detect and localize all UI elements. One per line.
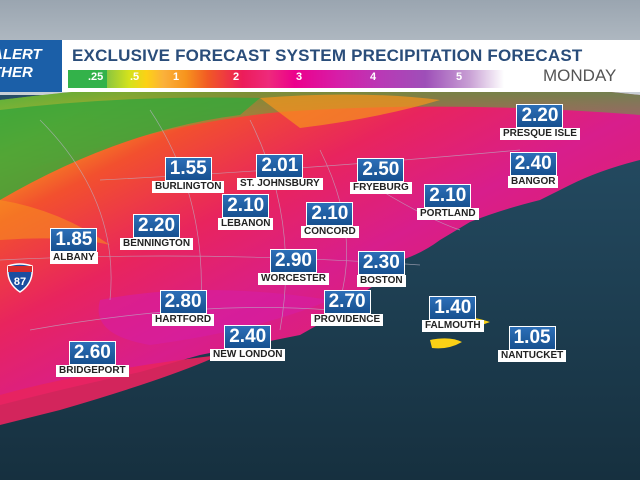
location-label: 2.70 PROVIDENCE: [311, 290, 384, 326]
location-label: 2.40 NEW LONDON: [210, 325, 286, 361]
precip-value: 2.01: [256, 154, 304, 178]
city-name: CONCORD: [301, 226, 359, 238]
legend-tick: .25: [88, 71, 104, 83]
forecast-day: MONDAY: [543, 66, 617, 85]
precip-value: 2.40: [224, 325, 272, 349]
location-label: 2.60 BRIDGEPORT: [56, 341, 129, 377]
precip-value: 1.55: [164, 157, 212, 181]
location-label: 1.40 FALMOUTH: [422, 296, 484, 332]
precip-value: 2.80: [159, 290, 207, 314]
location-label: 2.50 FRYEBURG: [350, 158, 412, 194]
location-label: 2.40 BANGOR: [508, 152, 559, 188]
precip-value: 2.10: [222, 194, 270, 218]
precip-value: 2.30: [357, 251, 405, 275]
legend-tick: 2: [233, 71, 240, 83]
location-label: 1.55 BURLINGTON: [152, 157, 225, 193]
legend-tick: .5: [130, 71, 140, 83]
logo-line1: ALERT: [0, 46, 42, 63]
city-name: WORCESTER: [258, 273, 329, 285]
legend-tick: 1: [173, 71, 180, 83]
legend-tick: 4: [370, 71, 377, 83]
city-name: NANTUCKET: [498, 350, 567, 362]
legend-tick: 5: [456, 71, 463, 83]
precip-value: 1.05: [508, 326, 556, 350]
city-name: NEW LONDON: [210, 349, 286, 361]
city-name: HARTFORD: [152, 314, 215, 326]
precip-value: 2.20: [516, 104, 564, 128]
precip-value: 2.70: [323, 290, 371, 314]
city-name: ALBANY: [50, 252, 98, 264]
city-name: FALMOUTH: [422, 320, 484, 332]
city-name: BANGOR: [508, 176, 559, 188]
location-label: 1.85 ALBANY: [50, 228, 98, 264]
precipitation-legend: [68, 70, 504, 88]
precip-value: 2.40: [509, 152, 557, 176]
precip-value: 1.85: [50, 228, 98, 252]
city-name: ST. JOHNSBURY: [237, 178, 323, 190]
location-label: 2.80 HARTFORD: [152, 290, 215, 326]
location-label: 2.01 ST. JOHNSBURY: [237, 154, 323, 190]
location-label: 1.05 NANTUCKET: [498, 326, 567, 362]
location-label: 2.30 BOSTON: [357, 251, 406, 287]
location-label: 2.10 PORTLAND: [417, 184, 479, 220]
interstate-shield-icon: 87: [7, 263, 33, 293]
precip-value: 1.40: [429, 296, 477, 320]
city-name: BRIDGEPORT: [56, 365, 129, 377]
shield-number: 87: [14, 276, 26, 288]
city-name: PROVIDENCE: [311, 314, 384, 326]
city-name: BOSTON: [357, 275, 406, 287]
location-label: 2.10 CONCORD: [301, 202, 359, 238]
city-name: BENNINGTON: [120, 238, 194, 250]
precip-value: 2.10: [306, 202, 354, 226]
city-name: LEBANON: [218, 218, 274, 230]
page-title: EXCLUSIVE FORECAST SYSTEM PRECIPITATION …: [72, 46, 583, 65]
city-name: FRYEBURG: [350, 182, 412, 194]
precip-value: 2.10: [424, 184, 472, 208]
precip-value: 2.60: [68, 341, 116, 365]
precip-value: 2.90: [270, 249, 317, 273]
city-name: PRESQUE ISLE: [500, 128, 580, 140]
precip-value: 2.50: [357, 158, 405, 182]
location-label: 2.20 PRESQUE ISLE: [500, 104, 580, 140]
city-name: BURLINGTON: [152, 181, 225, 193]
city-name: PORTLAND: [417, 208, 479, 220]
location-label: 2.20 BENNINGTON: [120, 214, 194, 250]
precip-value: 2.20: [133, 214, 181, 238]
legend-tick: 3: [296, 71, 303, 83]
location-label: 2.90 WORCESTER: [258, 249, 329, 285]
location-label: 2.10 LEBANON: [218, 194, 274, 230]
